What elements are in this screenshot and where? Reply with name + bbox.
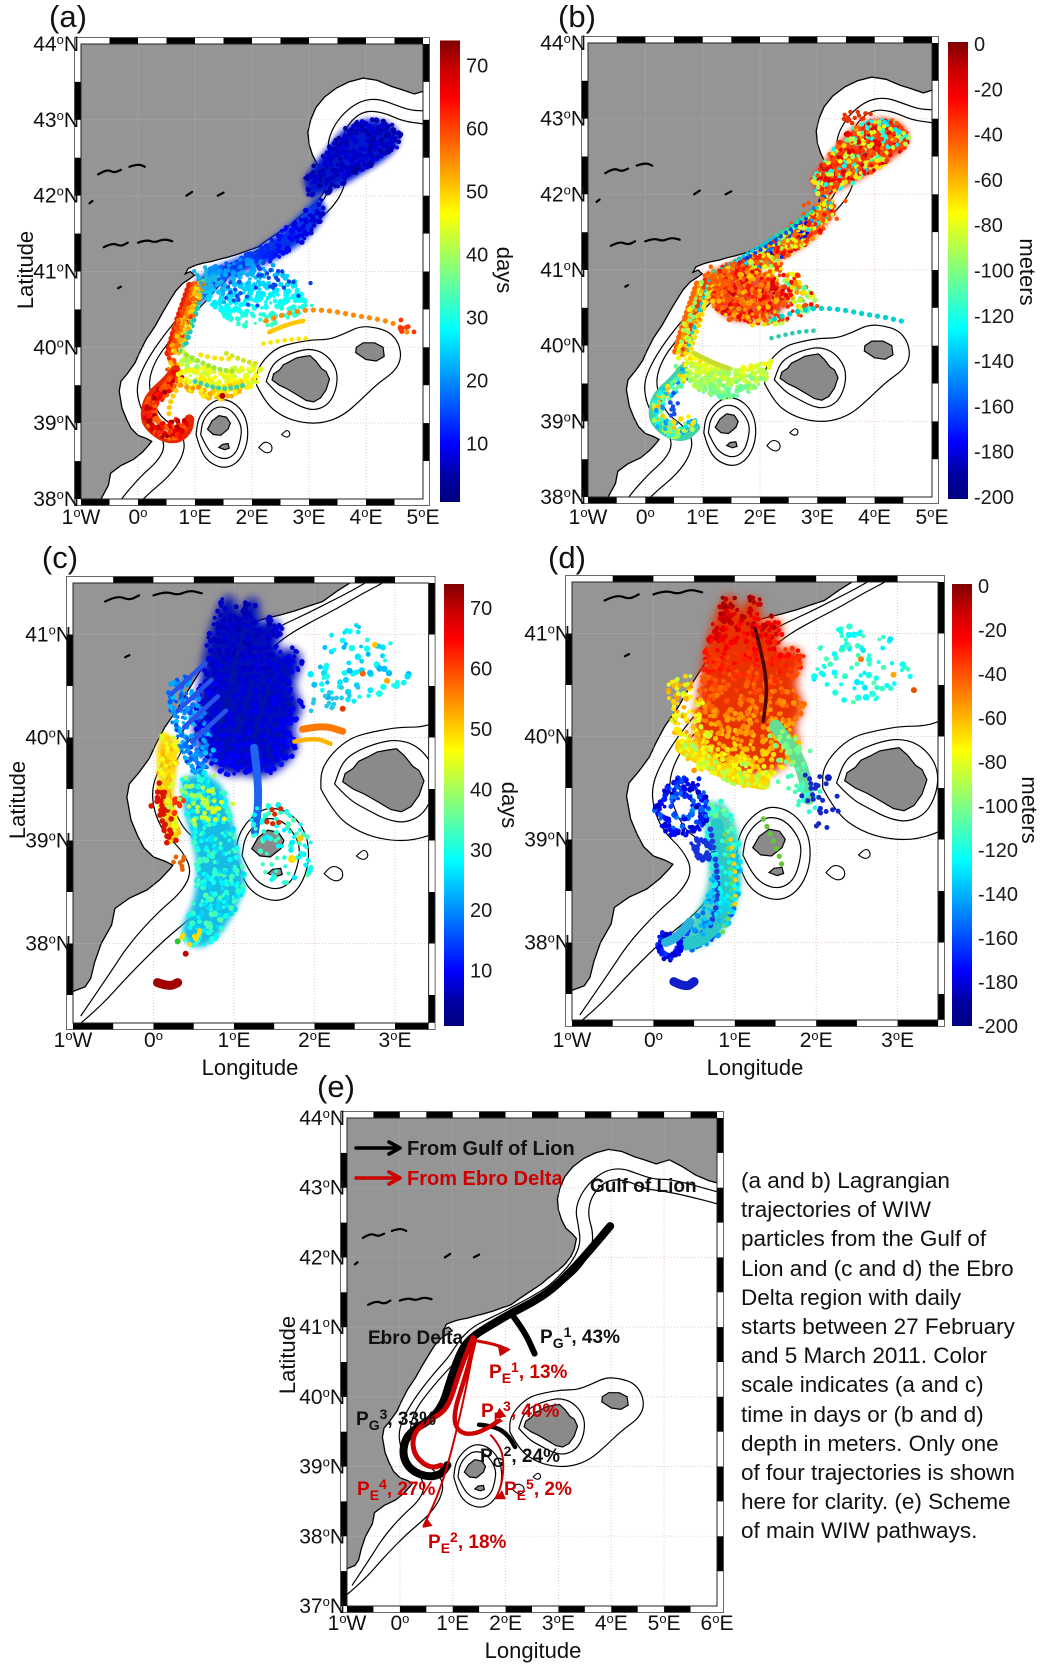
svg-text:60: 60 [466,119,488,141]
svg-text:-100: -100 [974,261,1014,283]
svg-text:42oN: 42oN [33,184,79,208]
svg-text:50: 50 [466,182,488,204]
svg-text:meters: meters [1015,238,1040,305]
svg-text:-200: -200 [974,487,1014,509]
svg-text:(a): (a) [49,0,87,34]
svg-text:-120: -120 [974,306,1014,328]
svg-text:38oN: 38oN [33,487,79,511]
svg-text:43oN: 43oN [33,108,79,132]
svg-text:0: 0 [974,34,985,56]
svg-text:-140: -140 [974,351,1014,373]
svg-text:43oN: 43oN [540,107,586,131]
svg-text:-180: -180 [974,442,1014,464]
svg-text:30: 30 [466,308,488,330]
svg-text:10: 10 [466,434,488,456]
svg-text:38oN: 38oN [540,485,586,509]
svg-text:1oW: 1oW [62,505,101,529]
svg-text:40oN: 40oN [540,334,586,358]
svg-text:1oW: 1oW [569,505,608,529]
svg-text:44oN: 44oN [33,32,79,56]
svg-text:Latitude: Latitude [13,231,38,309]
svg-text:40: 40 [466,245,488,267]
svg-text:44oN: 44oN [540,31,586,55]
svg-text:-80: -80 [974,215,1003,237]
svg-text:42oN: 42oN [540,182,586,206]
svg-text:39oN: 39oN [540,409,586,433]
svg-text:3oE: 3oE [801,505,834,529]
svg-text:41oN: 41oN [540,258,586,282]
svg-text:(b): (b) [558,0,596,34]
svg-text:41oN: 41oN [33,260,79,284]
svg-text:70: 70 [466,56,488,78]
svg-text:4oE: 4oE [350,505,383,529]
svg-text:39oN: 39oN [33,411,79,435]
svg-text:-160: -160 [974,396,1014,418]
svg-text:-60: -60 [974,170,1003,192]
svg-text:days: days [492,247,517,293]
svg-text:20: 20 [466,371,488,393]
svg-text:40oN: 40oN [33,335,79,359]
svg-text:-40: -40 [974,125,1003,147]
svg-text:-20: -20 [974,79,1003,101]
